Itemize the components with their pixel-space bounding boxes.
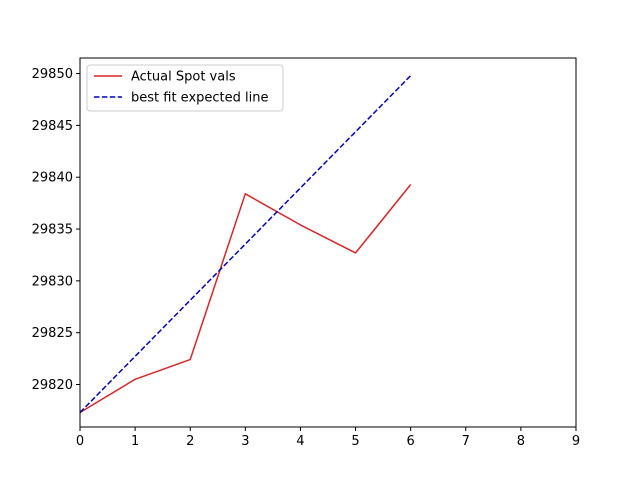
x-tick-label: 6 [407,434,415,449]
y-tick-label: 29825 [32,326,73,341]
x-tick-label: 4 [296,434,304,449]
y-tick-label: 29830 [32,274,73,289]
axes-frame [79,57,577,428]
y-tick-label: 29840 [32,171,73,186]
x-tick-label: 8 [517,434,525,449]
legend: Actual Spot vals best fit expected line [86,64,284,112]
series-line-actual-spot-vals [79,184,412,414]
legend-box [86,64,284,112]
x-tick-label: 3 [241,434,249,449]
x-tick-label: 1 [131,434,139,449]
y-tick-label: 29820 [32,378,73,393]
plot-lines [79,75,412,414]
x-tick-label: 7 [462,434,470,449]
x-tick-label: 9 [572,434,580,449]
x-tick-label: 0 [76,434,84,449]
y-axis: 29820 29825 29830 29835 29840 29845 29850 [32,67,80,393]
x-axis: 0 1 2 3 4 5 6 7 8 9 [76,427,580,449]
legend-label-best-fit-expected-line: best fit expected line [131,91,268,106]
legend-label-actual-spot-vals: Actual Spot vals [131,70,236,85]
x-tick-label: 5 [351,434,359,449]
y-tick-label: 29835 [32,223,73,238]
y-tick-label: 29850 [32,67,73,82]
y-tick-label: 29845 [32,119,73,134]
x-tick-label: 2 [186,434,194,449]
series-line-best-fit-expected-line [79,75,412,414]
